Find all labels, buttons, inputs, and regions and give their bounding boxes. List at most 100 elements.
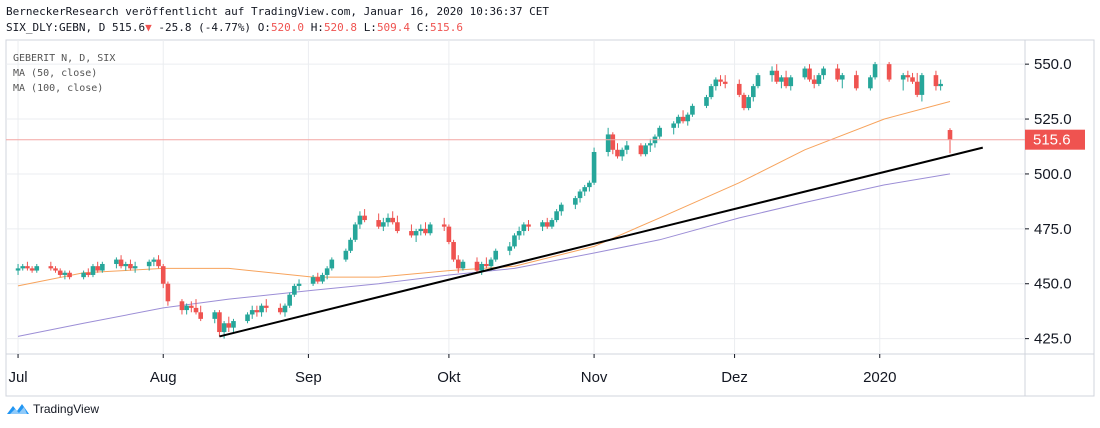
candle-body [198,312,203,319]
candle [151,257,157,267]
candle [708,83,714,100]
candle [619,147,625,161]
candle-body [493,250,499,260]
footer[interactable]: TradingView [6,402,99,416]
candle [413,228,419,243]
candle [146,259,152,271]
candle-body [807,68,812,80]
candle-body [90,266,96,275]
candles[interactable] [15,61,953,339]
last-price: 515.6 [111,21,146,34]
price-chart[interactable]: 515.6 425.0 450.0 475.0 500.0 525.0 550.0 Jul… [0,0,1100,400]
candle-body [605,134,611,152]
candle [184,303,189,315]
candle-body [558,204,564,212]
candle-body [132,266,138,269]
candle [198,305,203,322]
candle-body [315,277,321,282]
candle [676,114,681,128]
candle-body [722,81,728,84]
chart-frame [5,39,1095,397]
candle-body [184,305,189,311]
candle [329,257,335,271]
low-label: L: [363,21,377,34]
candle-body [95,266,100,271]
candle [81,270,86,280]
candle-body [755,75,761,87]
close-value: 515.6 [429,21,464,34]
x-tick-label: Okt [437,369,461,386]
candle [484,257,489,269]
candle [605,127,611,157]
candle-body [910,77,915,82]
candle [751,83,756,102]
candle [352,222,358,243]
candle [854,70,859,91]
candle [451,239,456,262]
candle-body [788,77,794,87]
candle-body [245,314,250,322]
ma50-path [17,101,951,287]
candle [20,263,26,271]
candle-body [460,261,466,269]
candle-body [114,259,119,264]
candle-body [249,310,255,315]
candle [287,292,292,308]
candle [526,220,531,232]
candle [746,94,751,111]
candle-body [610,134,616,150]
chart-publish-info: BerneckerResearch veröffentlicht auf Tra… [6,5,550,18]
candle-body [900,75,906,80]
candle-body [409,231,414,236]
price-axis[interactable]: 425.0 450.0 475.0 500.0 525.0 550.0 [1025,56,1072,348]
candle-body [540,222,545,227]
candle [643,143,648,157]
candle-body [587,182,592,188]
candle-body [582,187,588,192]
candle-body [263,305,269,308]
candle [254,305,260,317]
candle-body [512,235,517,247]
time-axis[interactable]: Jul Aug Sep Okt Nov Dez 2020 [8,354,896,386]
candle-body [905,75,911,78]
candle-body [573,198,578,205]
candle [34,263,40,273]
candle-body [310,277,316,284]
candle [657,125,662,139]
candle-body [516,231,522,236]
candle-body [488,259,494,267]
x-tick-label: Dez [721,369,748,386]
candle-body [591,151,597,183]
symbol-ohlc-line: SIX_DLY:GEBN, D 515.6▼ -25.8 (-4.77%) O:… [6,21,463,34]
y-tick-label: 550.0 [1034,56,1072,73]
candle-body [221,323,227,333]
candle-body [718,79,723,82]
candle-body [736,83,742,95]
candle [67,270,72,280]
candle-body [193,307,199,313]
candle [835,64,840,82]
candle [57,268,63,278]
high-label: H: [310,21,324,34]
candle [807,64,812,82]
candle [315,272,321,284]
close-label: C: [416,21,430,34]
candle-body [296,283,302,286]
candle [249,305,255,319]
candle [512,233,517,249]
candle [179,299,185,315]
candle [292,283,297,297]
ma100-line [17,173,951,337]
candle-body [118,259,124,267]
candle-body [413,231,419,236]
candle [479,261,484,275]
candle [160,263,166,289]
candle-body [835,68,840,80]
candle-body [713,79,719,87]
candle [521,222,527,236]
price-change: -25.8 (-4.77%) [158,21,252,34]
trendline[interactable] [219,146,984,338]
candle-body [179,301,185,311]
y-tick-label: 525.0 [1034,111,1072,128]
candle [718,75,723,87]
